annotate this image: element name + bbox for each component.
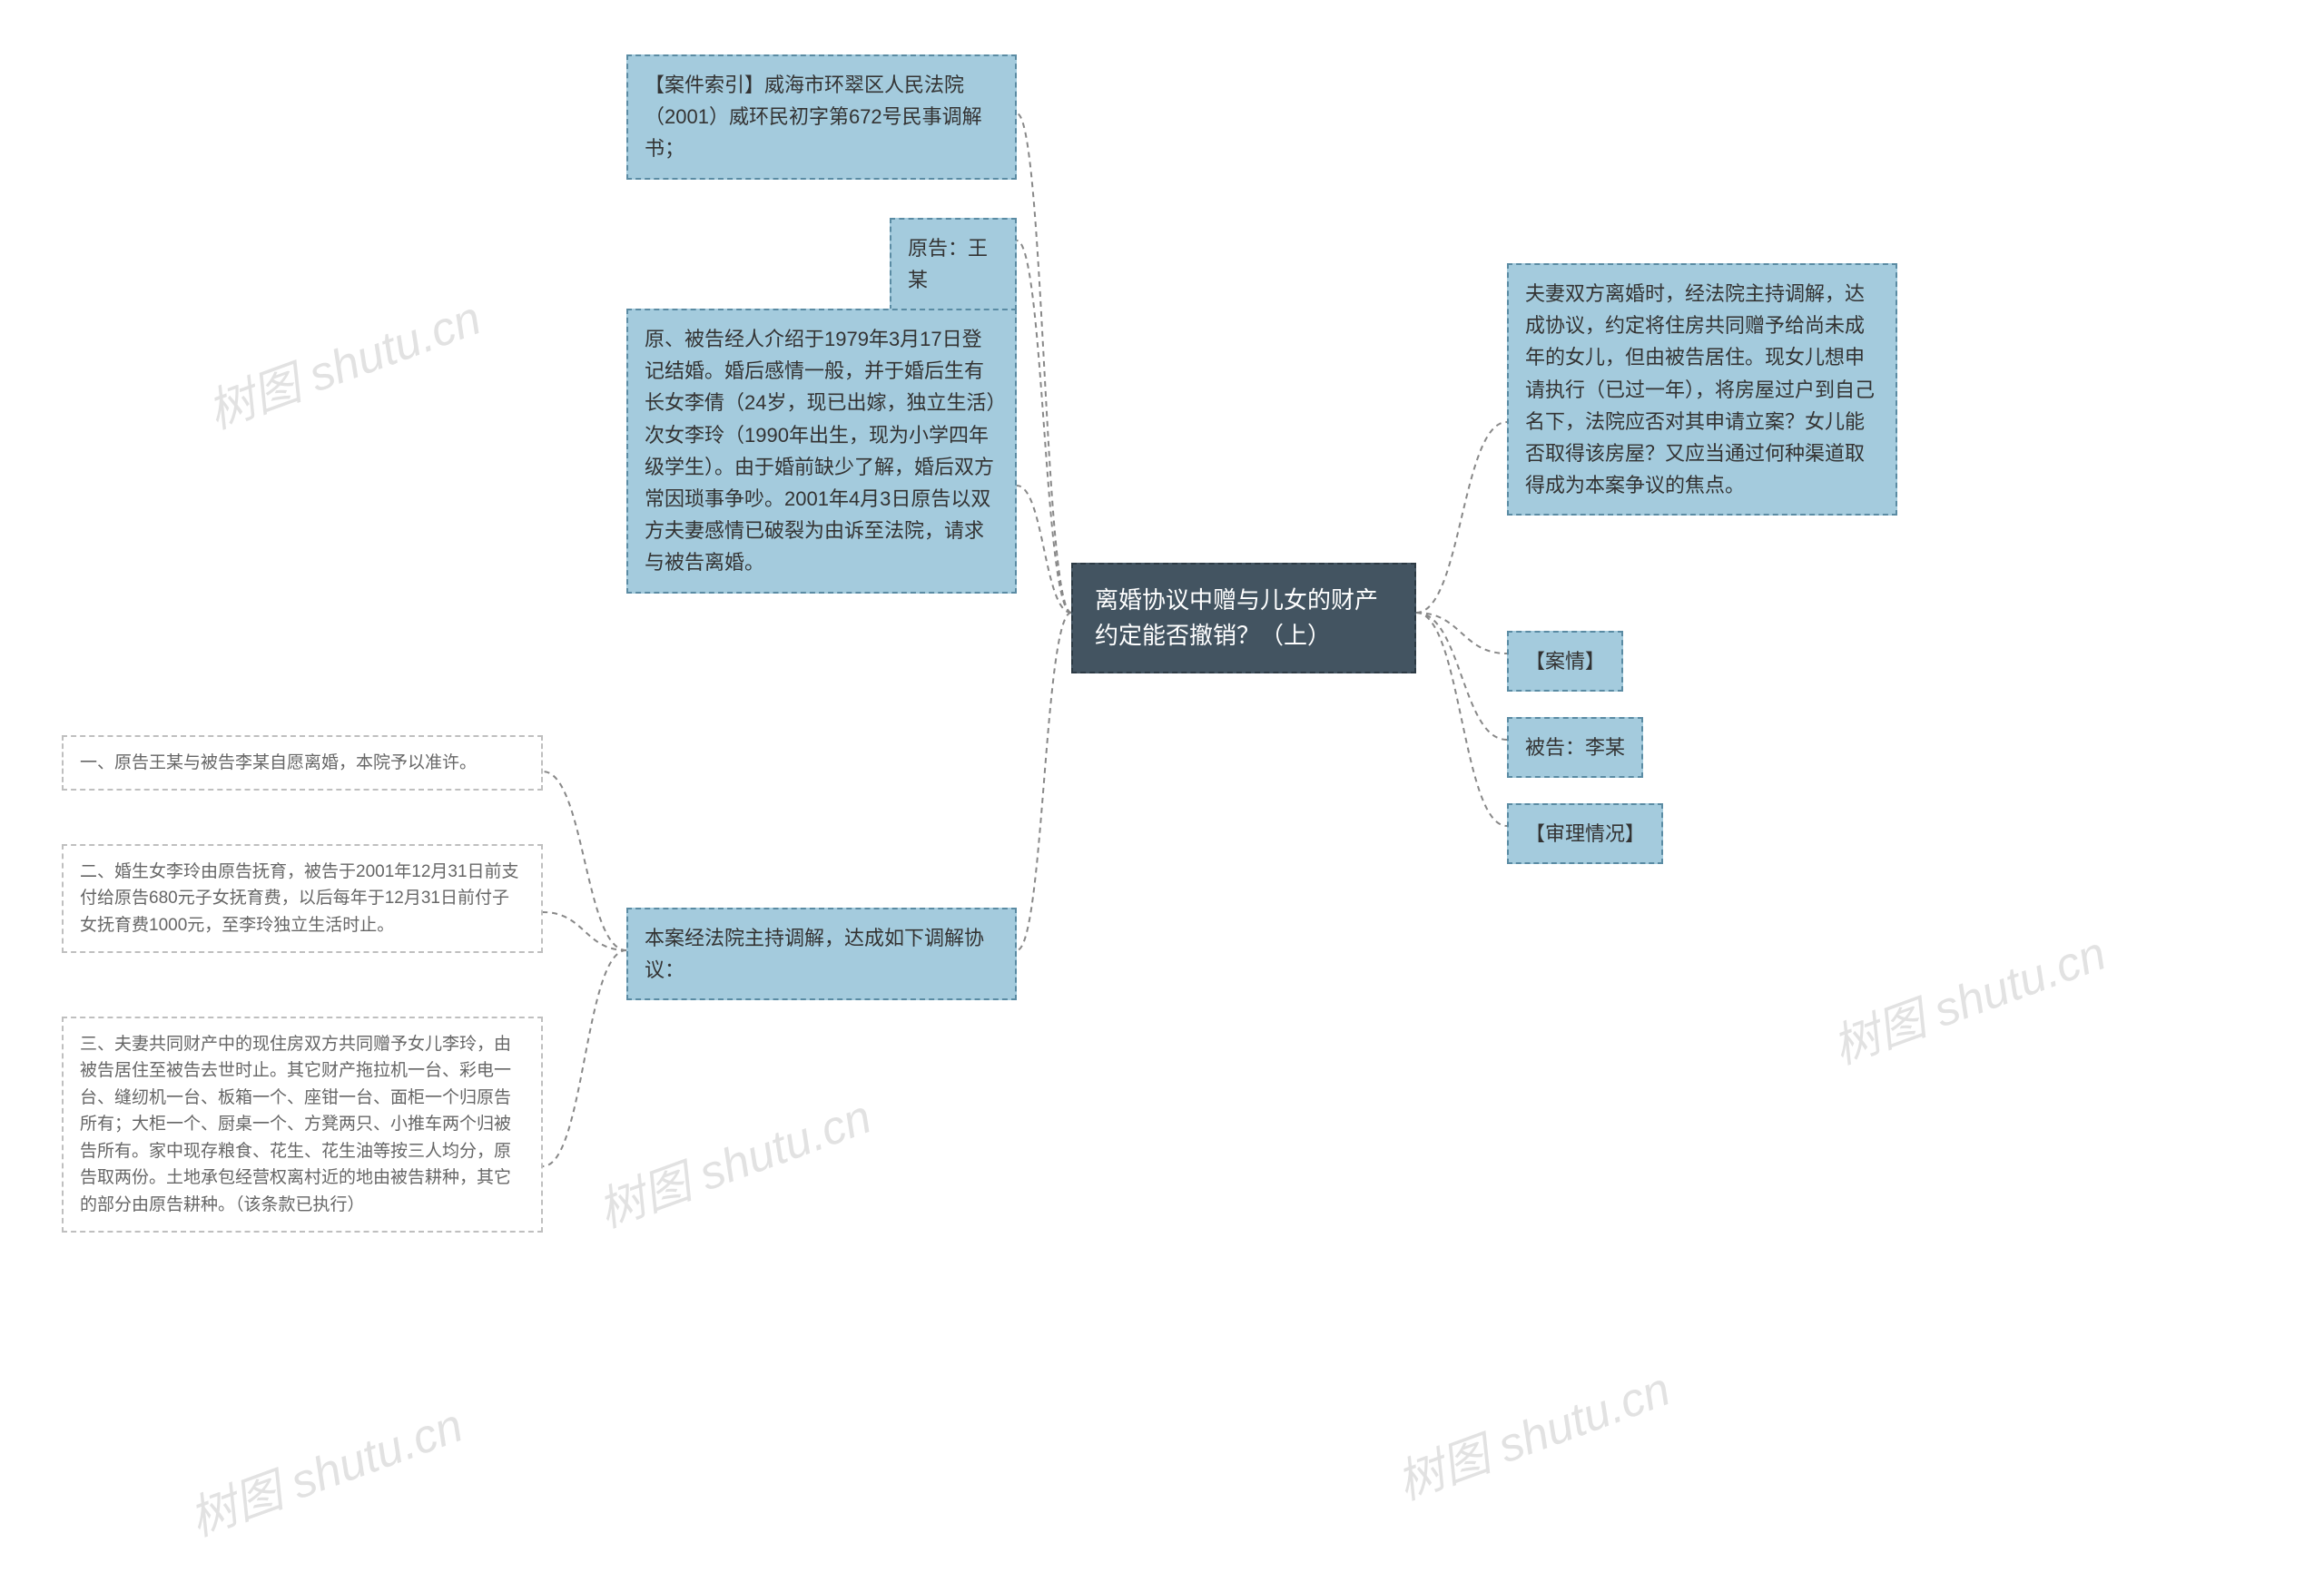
connector-lines — [0, 0, 2324, 1582]
watermark: 树图 shutu.cn — [1386, 1351, 1679, 1512]
right-node-trial: 【审理情况】 — [1507, 803, 1663, 864]
right-node-defendant: 被告：李某 — [1507, 717, 1643, 778]
watermark: 树图 shutu.cn — [179, 1387, 471, 1548]
right-node-case: 【案情】 — [1507, 631, 1623, 692]
sub-node-1: 一、原告王某与被告李某自愿离婚，本院予以准许。 — [62, 735, 543, 791]
right-node-summary: 夫妻双方离婚时，经法院主持调解，达成协议，约定将住房共同赠予给尚未成年的女儿，但… — [1507, 263, 1897, 516]
watermark: 树图 shutu.cn — [197, 280, 489, 441]
left-node-mediation: 本案经法院主持调解，达成如下调解协议： — [626, 908, 1017, 1000]
left-node-plaintiff: 原告：王某 — [890, 218, 1017, 310]
watermark: 树图 shutu.cn — [1822, 915, 2114, 1076]
left-node-background: 原、被告经人介绍于1979年3月17日登记结婚。婚后感情一般，并于婚后生有长女李… — [626, 309, 1017, 594]
left-node-case-index: 【案件索引】威海市环翠区人民法院（2001）威环民初字第672号民事调解书； — [626, 54, 1017, 180]
sub-node-3: 三、夫妻共同财产中的现住房双方共同赠予女儿李玲，由被告居住至被告去世时止。其它财… — [62, 1017, 543, 1233]
center-node: 离婚协议中赠与儿女的财产约定能否撤销？（上） — [1071, 563, 1416, 673]
sub-node-2: 二、婚生女李玲由原告抚育，被告于2001年12月31日前支付给原告680元子女抚… — [62, 844, 543, 953]
watermark: 树图 shutu.cn — [587, 1078, 880, 1240]
